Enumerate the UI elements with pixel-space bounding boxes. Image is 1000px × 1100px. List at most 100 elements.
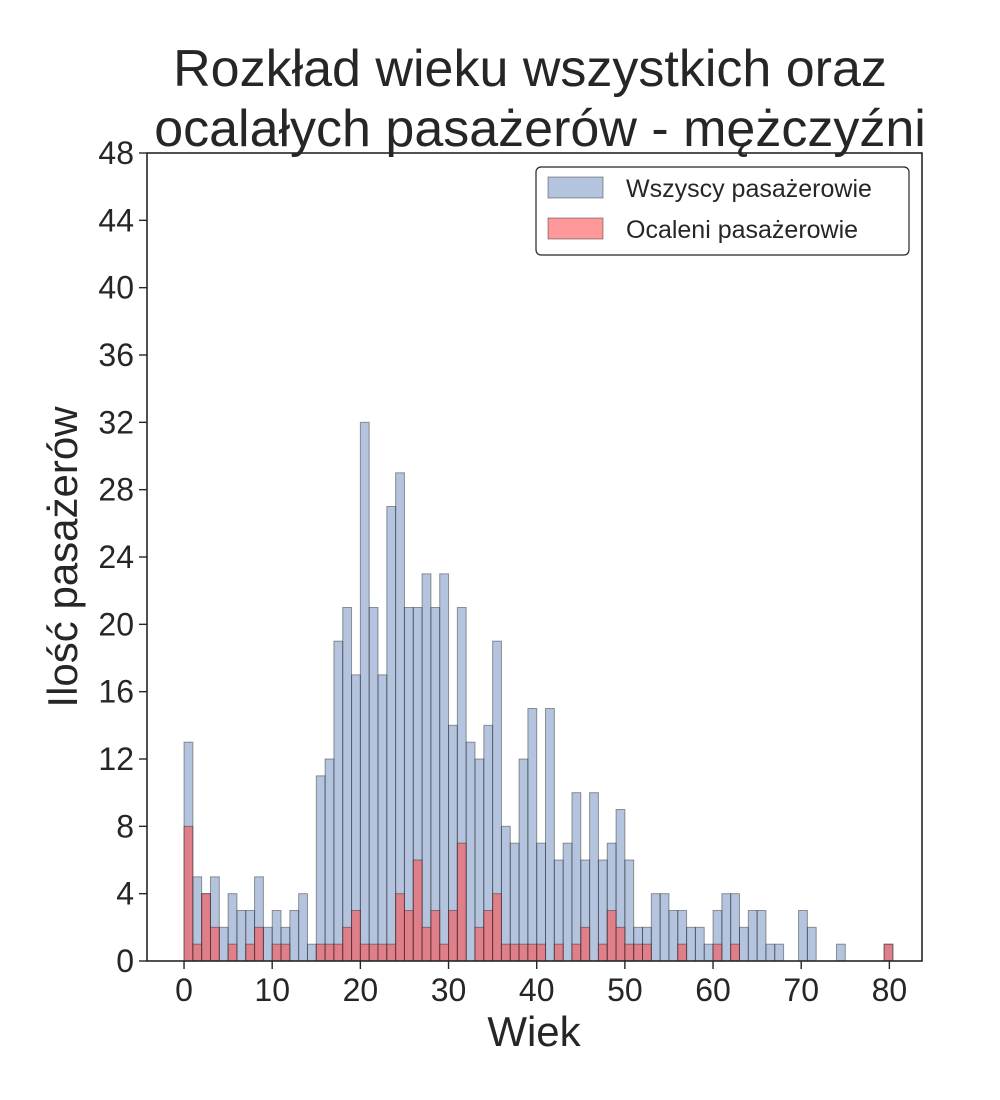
series-all-passengers — [183, 421, 894, 962]
chart-title-line-2: ocalałych pasażerów - mężczyźni — [154, 100, 926, 158]
bar-all — [536, 842, 547, 962]
bar-survived — [227, 943, 238, 962]
bar-all — [571, 792, 582, 962]
x-tick-label: 40 — [519, 972, 555, 1008]
y-tick-label: 24 — [98, 539, 134, 575]
y-tick-label: 32 — [98, 404, 134, 440]
bar-all — [421, 573, 432, 962]
x-tick-label: 50 — [607, 972, 643, 1008]
bar-survived — [271, 943, 282, 962]
bar-survived — [192, 943, 203, 962]
bar-survived — [633, 943, 644, 962]
x-tick-label: 30 — [431, 972, 467, 1008]
legend: Wszyscy pasażerowie Ocaleni pasażerowie — [535, 166, 910, 256]
bar-survived — [642, 943, 652, 962]
y-tick-label: 40 — [98, 270, 134, 306]
y-tick-label: 28 — [98, 472, 134, 508]
legend-label-all: Wszyscy pasażerowie — [626, 175, 872, 203]
bar-all — [659, 893, 670, 962]
bar-all — [386, 506, 397, 962]
bar-survived — [448, 910, 458, 962]
bar-survived — [403, 910, 414, 962]
bar-all — [765, 943, 776, 962]
bar-all — [218, 926, 229, 962]
bar-all — [315, 775, 326, 962]
bar-all — [545, 708, 555, 962]
bar-survived — [201, 893, 211, 962]
bar-survived — [359, 943, 370, 962]
bar-all — [403, 607, 414, 962]
bar-all — [509, 842, 520, 962]
y-axis-label: Ilość pasażerów — [39, 406, 86, 708]
legend-swatch-survived — [547, 217, 604, 240]
bar-all — [668, 910, 679, 962]
bar-all — [527, 708, 538, 962]
bar-survived — [430, 910, 441, 962]
x-axis: 0 10 20 30 40 50 60 70 80 — [175, 961, 907, 1008]
chart-title-line-1: Rozkład wieku wszystkich oraz — [173, 40, 887, 98]
x-tick-label: 10 — [254, 972, 290, 1008]
bar-survived — [456, 842, 467, 962]
bar-all — [694, 926, 705, 962]
x-tick-label: 80 — [872, 972, 908, 1008]
bar-all — [439, 573, 450, 962]
bar-all — [359, 421, 370, 962]
bar-survived — [518, 943, 529, 962]
bar-all — [465, 741, 476, 962]
bar-survived — [580, 926, 591, 962]
bar-survived — [368, 943, 379, 962]
y-tick-label: 20 — [98, 606, 134, 642]
bar-survived — [624, 943, 635, 962]
bar-survived — [333, 943, 344, 962]
bar-all — [835, 943, 846, 962]
bar-survived — [527, 943, 538, 962]
legend-swatch-all — [547, 176, 604, 199]
bar-all — [430, 607, 441, 962]
bar-survived — [315, 943, 326, 962]
bar-survived — [571, 943, 582, 962]
legend-frame — [535, 166, 910, 256]
bar-survived — [730, 943, 740, 962]
bar-survived — [342, 926, 353, 962]
bar-survived — [492, 893, 502, 962]
bar-all — [395, 472, 405, 962]
bar-survived — [183, 825, 194, 962]
y-tick-label: 8 — [116, 808, 134, 844]
x-tick-label: 60 — [695, 972, 731, 1008]
bar-survived — [209, 926, 220, 962]
bar-survived — [536, 943, 547, 962]
bar-all — [806, 926, 817, 962]
bar-survived — [712, 943, 723, 962]
bar-survived — [615, 926, 626, 962]
y-tick-label: 36 — [98, 337, 134, 373]
bar-all — [289, 910, 300, 962]
bar-all — [333, 640, 344, 962]
legend-label-survived: Ocaleni pasażerowie — [626, 216, 858, 244]
bar-all — [686, 926, 696, 962]
bar-all — [747, 910, 758, 962]
bar-survived — [280, 943, 291, 962]
bar-survived — [509, 943, 520, 962]
x-tick-label: 0 — [175, 972, 193, 1008]
bar-all — [650, 893, 661, 962]
bar-survived — [883, 943, 894, 962]
bar-survived — [483, 910, 494, 962]
bar-all — [738, 926, 749, 962]
bar-survived — [421, 926, 432, 962]
bar-survived — [606, 910, 617, 962]
bar-survived — [439, 943, 450, 962]
bar-survived — [553, 943, 564, 962]
bar-all — [721, 893, 732, 962]
x-tick-label: 20 — [343, 972, 379, 1008]
y-tick-label: 0 — [116, 943, 134, 979]
x-axis-label: Wiek — [487, 1008, 581, 1055]
bar-all — [703, 943, 714, 962]
bar-survived — [597, 943, 608, 962]
bar-all — [562, 842, 573, 962]
bar-all — [756, 910, 767, 962]
bar-survived — [412, 859, 423, 962]
bar-survived — [351, 910, 361, 962]
bar-all — [236, 910, 247, 962]
